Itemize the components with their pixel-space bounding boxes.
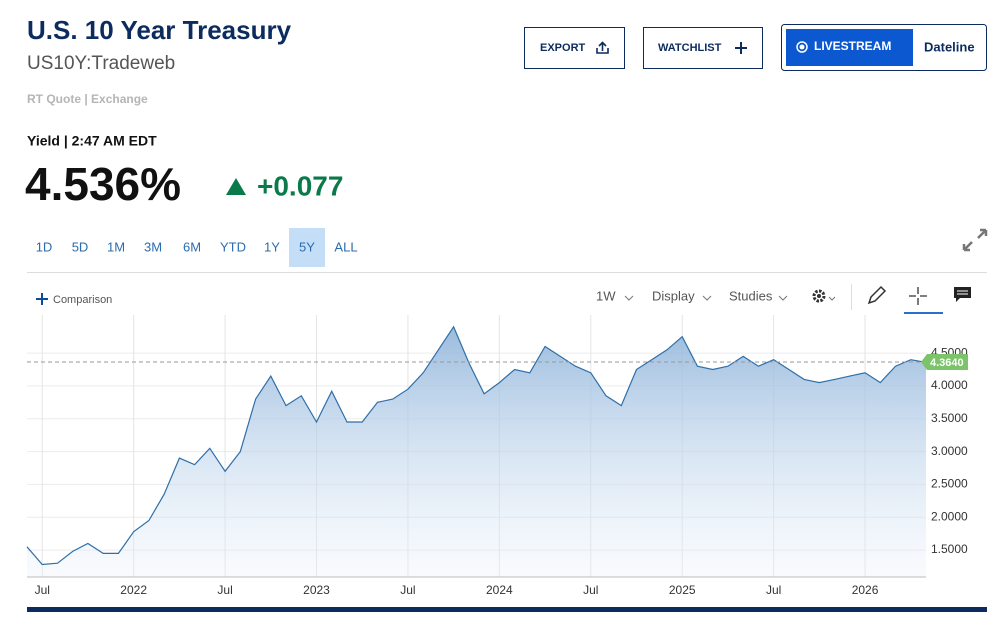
quote-value: 4.536% — [25, 158, 181, 210]
line — [26, 325, 927, 566]
crosshair-icon[interactable] — [909, 287, 927, 305]
y-tick-label: 2.0000 — [931, 509, 968, 523]
chevron — [624, 295, 634, 301]
y-tick-label: 4.0000 — [931, 378, 968, 392]
chevron — [778, 295, 788, 301]
quote-label: Yield | 2:47 AM EDT — [27, 133, 157, 149]
x-tick-label: 2026 — [852, 583, 879, 597]
export-icon — [596, 41, 609, 54]
symbol: US10Y:Tradeweb — [27, 53, 175, 74]
range-button[interactable]: 5D — [72, 239, 89, 254]
x-tick-label: Jul — [217, 583, 232, 597]
y-tick-label: 1.5000 — [931, 542, 968, 556]
y-tick-label: 3.5000 — [931, 411, 968, 425]
x-tick-label: 2023 — [303, 583, 330, 597]
range-button[interactable]: 3M — [144, 239, 162, 254]
range-button[interactable]: ALL — [334, 239, 357, 254]
button-label: WATCHLIST — [658, 42, 722, 54]
last-value-label: 4.3640 — [930, 357, 964, 369]
x-tick-label: Jul — [35, 583, 50, 597]
x-tick-label: 2024 — [486, 583, 513, 597]
range-selector: 1D 5D 1M 3M 6M YTD 1Y 5Y ALL — [36, 228, 358, 267]
x-tick-label: Jul — [583, 583, 598, 597]
button-label: LIVESTREAM — [814, 39, 891, 53]
chevron — [702, 295, 712, 301]
plus-icon[interactable] — [36, 293, 48, 305]
quote-source: RT Quote | Exchange — [27, 92, 148, 106]
button-label: EXPORT — [540, 42, 586, 54]
x-tick-label: Jul — [766, 583, 781, 597]
watchlist-button[interactable]: WATCHLIST — [643, 27, 763, 69]
x-tick-label: 2022 — [120, 583, 147, 597]
livestream-button[interactable]: LIVESTREAM — [786, 29, 913, 66]
interval-select[interactable]: 1W — [596, 288, 616, 303]
live-icon — [796, 41, 808, 53]
display-select[interactable]: Display — [652, 288, 695, 303]
gear — [812, 289, 826, 303]
range-button[interactable]: 1Y — [264, 239, 280, 254]
range-button[interactable]: 1D — [36, 239, 53, 254]
plus-icon — [735, 42, 747, 54]
gear-hub — [817, 294, 821, 298]
comment-lines — [957, 290, 968, 295]
range-button[interactable]: 1M — [107, 239, 125, 254]
chevron — [828, 296, 836, 301]
expand-icon[interactable] — [962, 228, 988, 252]
area — [27, 326, 926, 577]
live-icon-dot — [799, 44, 805, 50]
x-tick-label: Jul — [400, 583, 415, 597]
dateline-link[interactable]: Dateline — [924, 39, 975, 54]
draw-icon[interactable] — [867, 285, 887, 305]
chart: 1.50002.00002.50003.00003.50004.00004.50… — [26, 315, 968, 597]
range-button[interactable]: 6M — [183, 239, 201, 254]
settings-icon[interactable] — [812, 289, 836, 303]
x-tick-label: 2025 — [669, 583, 696, 597]
last-value-tag — [921, 354, 968, 371]
range-button[interactable]: 5Y — [299, 239, 315, 254]
y-tick-label: 2.5000 — [931, 477, 968, 491]
range-button[interactable]: YTD — [220, 239, 246, 254]
bottom-bar — [27, 607, 987, 612]
y-tick-label: 3.0000 — [931, 444, 968, 458]
range-active-bg — [289, 228, 325, 267]
quote-change: +0.077 — [257, 170, 343, 201]
comparison-button[interactable]: Comparison — [53, 294, 112, 306]
export-button[interactable]: EXPORT — [524, 27, 625, 69]
up-arrow — [226, 178, 246, 195]
title: U.S. 10 Year Treasury — [27, 15, 292, 45]
studies-select[interactable]: Studies — [729, 288, 773, 303]
